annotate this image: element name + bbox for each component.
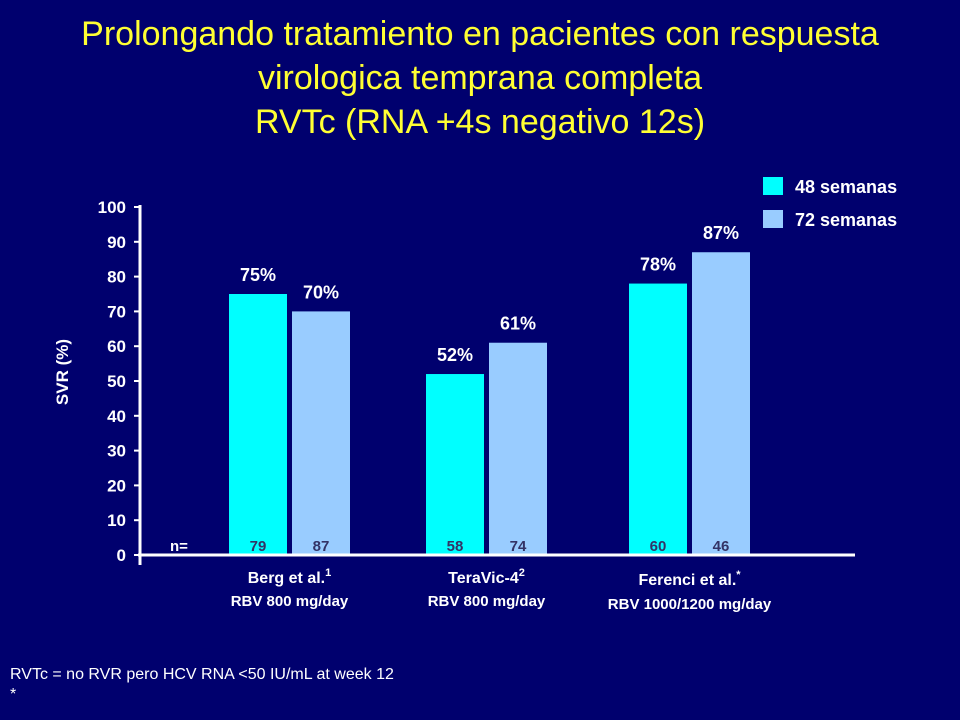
title-line-1: Prolongando tratamiento en pacientes con… bbox=[81, 15, 879, 53]
y-tick-label: 80 bbox=[107, 268, 126, 287]
legend-swatch bbox=[763, 210, 783, 228]
bar bbox=[292, 311, 350, 555]
footnote-asterisk: * bbox=[10, 686, 17, 703]
title-line-3: RVTc (RNA +4s negativo 12s) bbox=[254, 103, 706, 141]
bars: 75% 79 70% 87 52% 58 61% 74 78% 60 87% 46 n= bbox=[170, 223, 750, 556]
category-superscript: * bbox=[736, 569, 741, 581]
bar-value-label: 61% bbox=[500, 314, 536, 334]
bar-n-label: 79 bbox=[250, 538, 267, 555]
category-name: Ferenci et al. bbox=[638, 572, 736, 589]
category-label: TeraVic-42 bbox=[448, 567, 525, 587]
bar-n-label: 46 bbox=[713, 538, 730, 555]
legend-label: 48 semanas bbox=[795, 177, 897, 197]
legend-label: 72 semanas bbox=[795, 210, 897, 230]
bar-value-label: 78% bbox=[640, 255, 676, 275]
bar-n-label: 58 bbox=[447, 538, 464, 555]
category-name: TeraVic-4 bbox=[448, 570, 519, 587]
n-prefix-label: n= bbox=[170, 538, 188, 555]
y-tick-label: 90 bbox=[107, 233, 126, 252]
y-tick-label: 70 bbox=[107, 302, 126, 321]
bar-value-label: 70% bbox=[303, 282, 339, 302]
bar bbox=[629, 283, 687, 555]
bar-value-label: 75% bbox=[240, 265, 276, 285]
bar bbox=[229, 294, 287, 555]
bar-value-label: 87% bbox=[703, 223, 739, 243]
slide-title: Prolongando tratamiento en pacientes con… bbox=[0, 12, 960, 144]
bar-n-label: 60 bbox=[650, 538, 667, 555]
x-axis: Berg et al.1 RBV 800 mg/day TeraVic-42 RBV … bbox=[138, 553, 855, 613]
y-tick-label: 50 bbox=[107, 372, 126, 391]
category-superscript: 2 bbox=[519, 567, 525, 579]
category-sublabel: RBV 800 mg/day bbox=[231, 593, 349, 610]
y-tick-label: 40 bbox=[107, 407, 126, 426]
title-line-2: virologica temprana completa bbox=[257, 59, 703, 97]
y-tick-label: 20 bbox=[107, 476, 126, 495]
y-tick-label: 10 bbox=[107, 511, 126, 530]
bar bbox=[692, 252, 750, 556]
footnote: RVTc = no RVR pero HCV RNA <50 IU/mL at … bbox=[10, 665, 394, 705]
category-label: Berg et al.1 bbox=[248, 567, 331, 587]
y-axis-title: SVR (%) bbox=[53, 339, 72, 405]
bar bbox=[426, 374, 484, 555]
category-label: Ferenci et al.* bbox=[638, 569, 741, 589]
bar bbox=[489, 342, 547, 555]
bar-value-label: 52% bbox=[437, 345, 473, 365]
y-tick-label: 100 bbox=[98, 198, 126, 217]
category-sublabel: RBV 800 mg/day bbox=[428, 593, 546, 610]
y-tick-label: 0 bbox=[117, 546, 126, 565]
legend-swatch bbox=[763, 177, 783, 195]
footnote-definition: RVTc = no RVR pero HCV RNA <50 IU/mL at … bbox=[10, 666, 394, 683]
category-name: Berg et al. bbox=[248, 570, 325, 587]
y-tick-label: 30 bbox=[107, 442, 126, 461]
legend: 48 semanas 72 semanas bbox=[763, 177, 897, 230]
category-sublabel: RBV 1000/1200 mg/day bbox=[608, 596, 772, 613]
bar-n-label: 74 bbox=[510, 538, 527, 555]
category-superscript: 1 bbox=[325, 567, 331, 579]
bar-n-label: 87 bbox=[313, 538, 330, 555]
y-tick-label: 60 bbox=[107, 337, 126, 356]
y-axis: 0 10 20 30 40 50 60 70 80 90 100 SVR (%) bbox=[53, 198, 142, 565]
